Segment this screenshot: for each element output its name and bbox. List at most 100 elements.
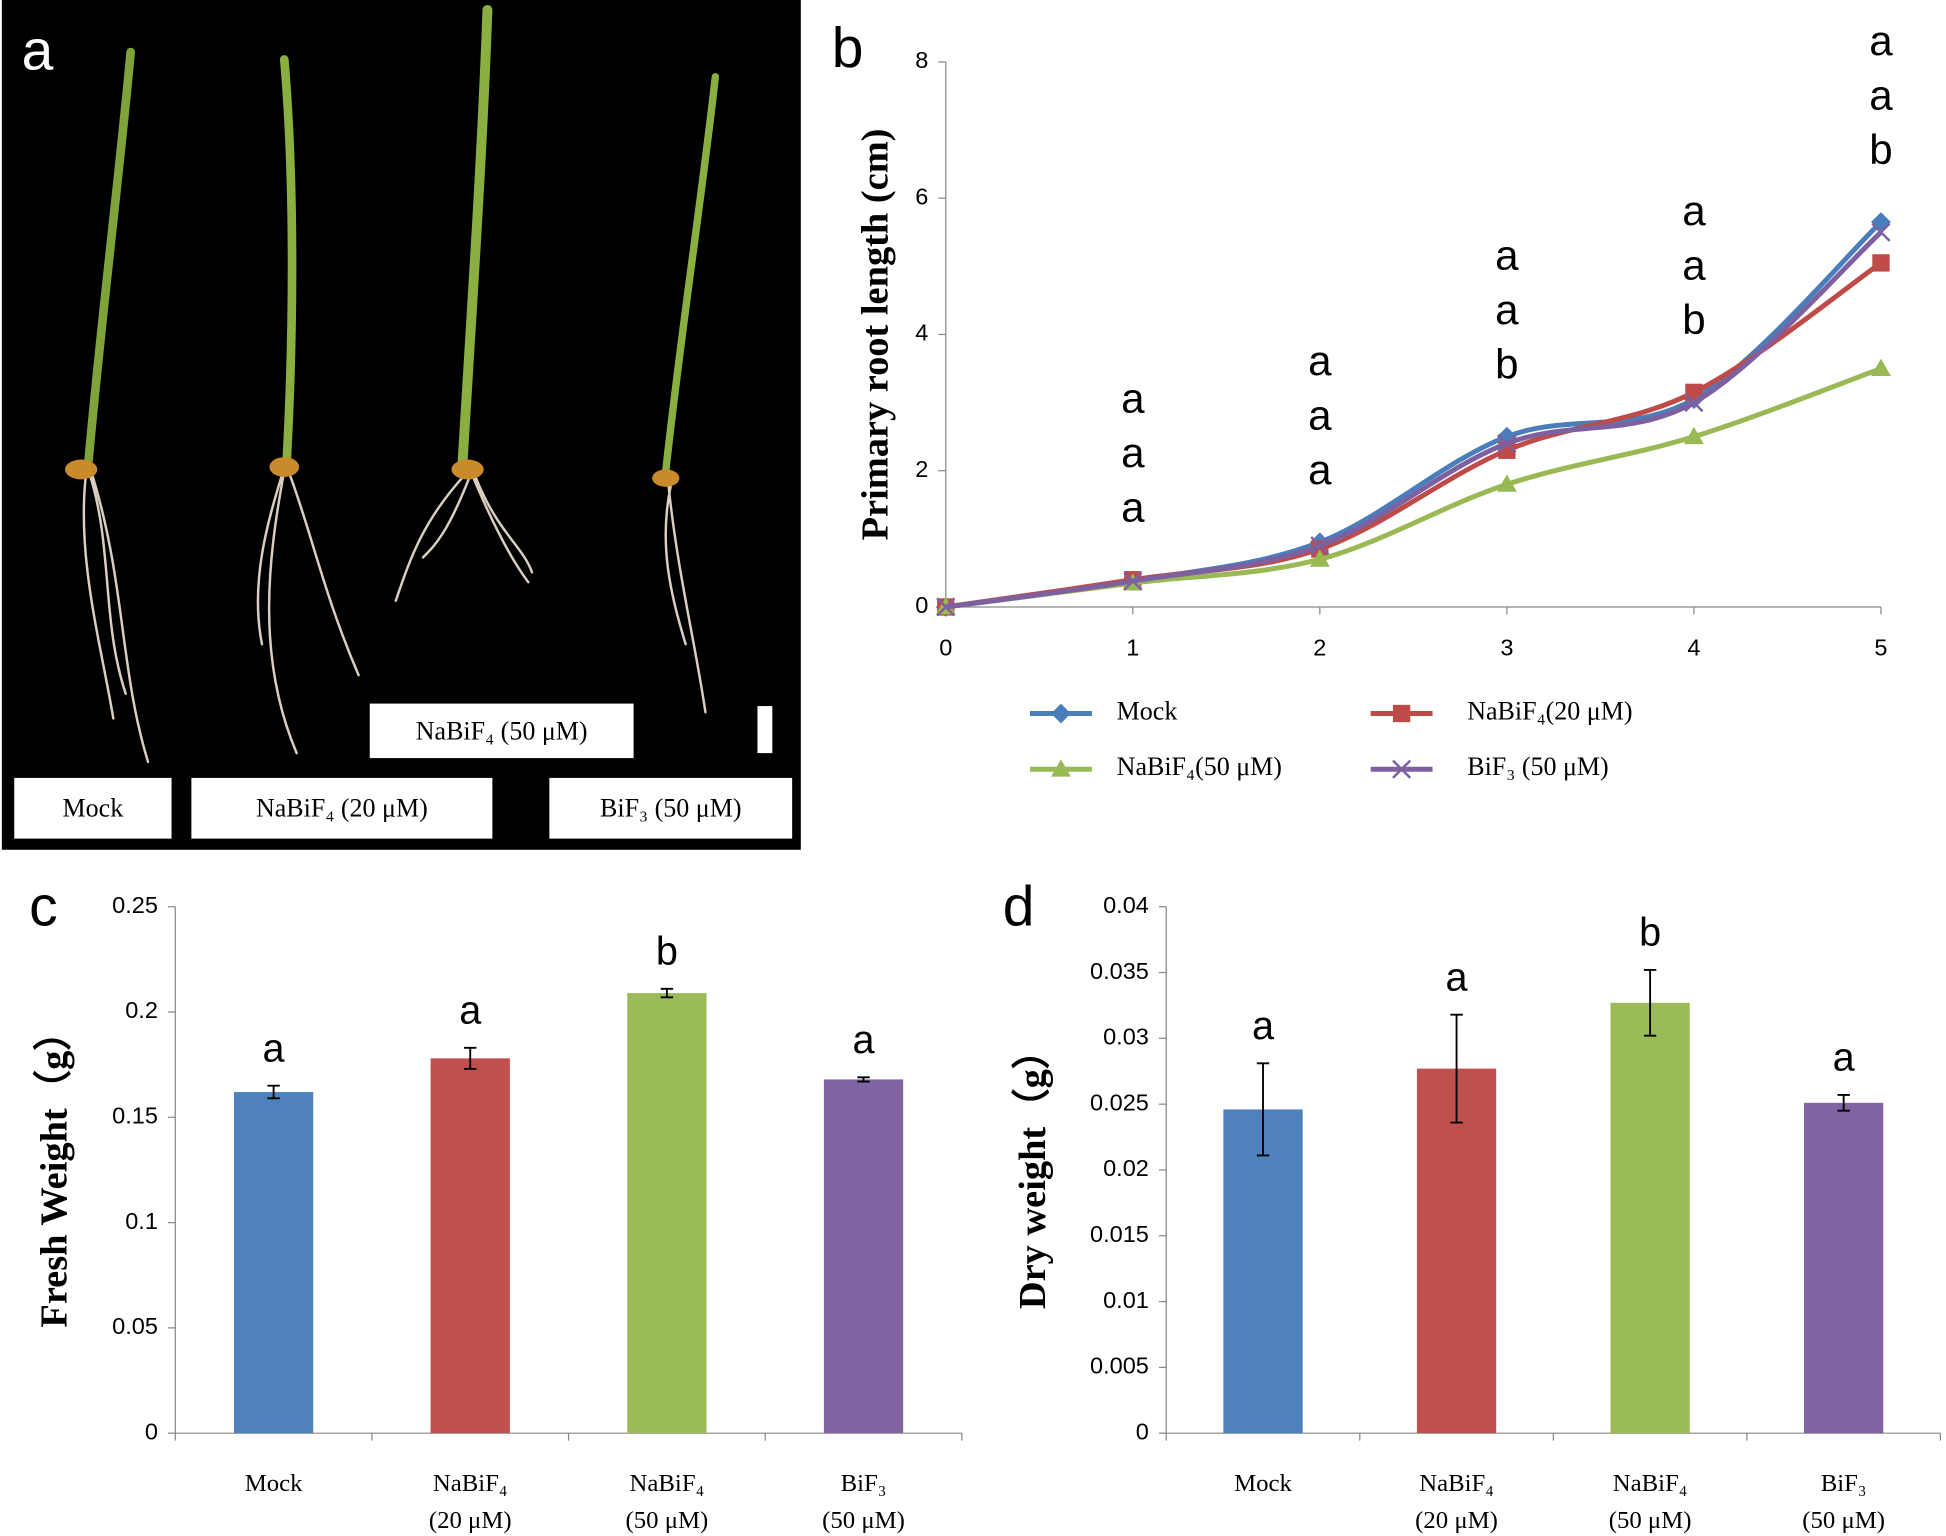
bar xyxy=(823,1079,904,1434)
y-tick-label: 0.005 xyxy=(1090,1353,1149,1379)
x-tick-label: 1 xyxy=(1126,634,1139,660)
marker xyxy=(1392,704,1411,723)
x-tick-label: Mock xyxy=(1234,1470,1292,1497)
y-tick-label: 8 xyxy=(915,47,928,73)
x-tick-label: (20 μM) xyxy=(429,1507,512,1534)
y-tick-label: 0.03 xyxy=(1103,1024,1149,1050)
significance-letter: a xyxy=(459,989,482,1033)
marker xyxy=(1392,759,1412,779)
x-tick-label: NaBiF₄ xyxy=(433,1470,508,1497)
significance-letter: b xyxy=(1869,126,1892,173)
label-box xyxy=(191,777,493,839)
y-tick-label: 2 xyxy=(915,456,928,482)
significance-letter: a xyxy=(1121,429,1145,476)
y-axis-label: Dry weight（g） xyxy=(1011,1031,1054,1309)
label-box xyxy=(14,777,172,839)
marker xyxy=(1497,433,1517,454)
y-tick-label: 0.04 xyxy=(1103,892,1149,918)
x-tick-label: 0 xyxy=(939,634,952,660)
photo-label: BiF₃ (50 μM) xyxy=(600,794,741,823)
significance-letter: a xyxy=(1833,1036,1856,1080)
marker xyxy=(1872,254,1890,272)
error-bar xyxy=(1256,1062,1270,1157)
error-bar xyxy=(1837,1094,1850,1112)
bar xyxy=(1804,1102,1884,1434)
marker xyxy=(1051,703,1071,724)
y-tick-label: 0.2 xyxy=(125,997,158,1023)
significance-letter: a xyxy=(1682,187,1706,234)
y-tick-label: 0 xyxy=(915,592,928,618)
series-line xyxy=(945,230,1883,610)
y-tick-label: 0.15 xyxy=(112,1103,158,1129)
photo-label: NaBiF₄ (50 μM) xyxy=(416,716,588,745)
y-tick-label: 0.02 xyxy=(1103,1155,1149,1181)
marker xyxy=(1871,222,1891,242)
significance-letter: a xyxy=(1308,446,1332,493)
legend-label: Mock xyxy=(1117,696,1178,725)
y-tick-label: 0 xyxy=(1136,1418,1149,1444)
significance-letter: a xyxy=(1446,955,1469,999)
marker xyxy=(1309,549,1330,567)
marker xyxy=(1123,571,1143,591)
y-tick-label: 4 xyxy=(915,320,928,346)
label-box xyxy=(549,777,793,839)
marker xyxy=(1871,358,1891,376)
y-tick-label: 0.05 xyxy=(112,1313,158,1339)
bar xyxy=(1223,1109,1303,1434)
seedlings xyxy=(65,4,720,764)
error-bar xyxy=(660,987,674,999)
significance-letter: a xyxy=(1308,337,1332,384)
significance-letter: a xyxy=(1869,71,1893,118)
y-tick-label: 0.25 xyxy=(112,892,158,918)
significance-letter: a xyxy=(1869,17,1893,64)
legend-label: NaBiF₄(50 μM) xyxy=(1117,752,1282,781)
bar xyxy=(233,1092,314,1434)
significance-letter: a xyxy=(1308,391,1332,438)
series-line xyxy=(945,220,1883,610)
error-bar xyxy=(857,1076,870,1083)
significance-letter: a xyxy=(1495,231,1519,278)
panel-label: d xyxy=(1003,874,1035,938)
y-tick-label: 0 xyxy=(145,1418,158,1444)
x-tick-label: 3 xyxy=(1500,634,1513,660)
x-tick-label: (50 μM) xyxy=(822,1507,905,1534)
photo-label: Mock xyxy=(63,794,124,823)
legend-label: NaBiF₄(20 μM) xyxy=(1467,696,1632,725)
x-tick-label: (50 μM) xyxy=(1802,1507,1885,1534)
y-tick-label: 0.01 xyxy=(1103,1287,1149,1313)
x-tick-label: Mock xyxy=(245,1470,303,1497)
significance-letter: a xyxy=(263,1027,286,1071)
error-bar xyxy=(464,1046,477,1070)
x-tick-label: (20 μM) xyxy=(1415,1507,1498,1534)
error-bar xyxy=(267,1084,280,1100)
significance-letter: b xyxy=(1495,340,1518,387)
bar xyxy=(1416,1068,1497,1434)
significance-letter: a xyxy=(1252,1004,1275,1048)
x-tick-label: NaBiF₄ xyxy=(1419,1470,1494,1497)
x-tick-label: 2 xyxy=(1313,634,1326,660)
marker xyxy=(1684,393,1704,413)
significance-letter: b xyxy=(656,930,678,974)
x-tick-label: 5 xyxy=(1874,634,1887,660)
bar xyxy=(1610,1002,1690,1434)
marker xyxy=(1051,759,1071,777)
significance-letter: b xyxy=(1682,296,1705,343)
y-tick-label: 0.025 xyxy=(1090,1089,1149,1115)
x-tick-label: (50 μM) xyxy=(1609,1507,1692,1534)
significance-letter: a xyxy=(1495,286,1519,333)
y-axis-label: Fresh Weight（g） xyxy=(32,1012,75,1327)
bar xyxy=(430,1058,510,1434)
significance-letter: a xyxy=(1121,483,1145,530)
x-tick-label: (50 μM) xyxy=(626,1507,709,1534)
label-box xyxy=(369,703,634,759)
y-tick-label: 0.1 xyxy=(125,1208,158,1234)
significance-letter: a xyxy=(1121,374,1145,421)
x-tick-label: BiF₃ xyxy=(1821,1470,1867,1497)
photo-label: NaBiF₄ (20 μM) xyxy=(256,794,428,823)
scale-bar xyxy=(757,706,773,754)
marker xyxy=(1684,426,1704,445)
x-tick-label: NaBiF₄ xyxy=(1613,1470,1688,1497)
y-axis-label: Primary root length (cm) xyxy=(855,129,897,541)
